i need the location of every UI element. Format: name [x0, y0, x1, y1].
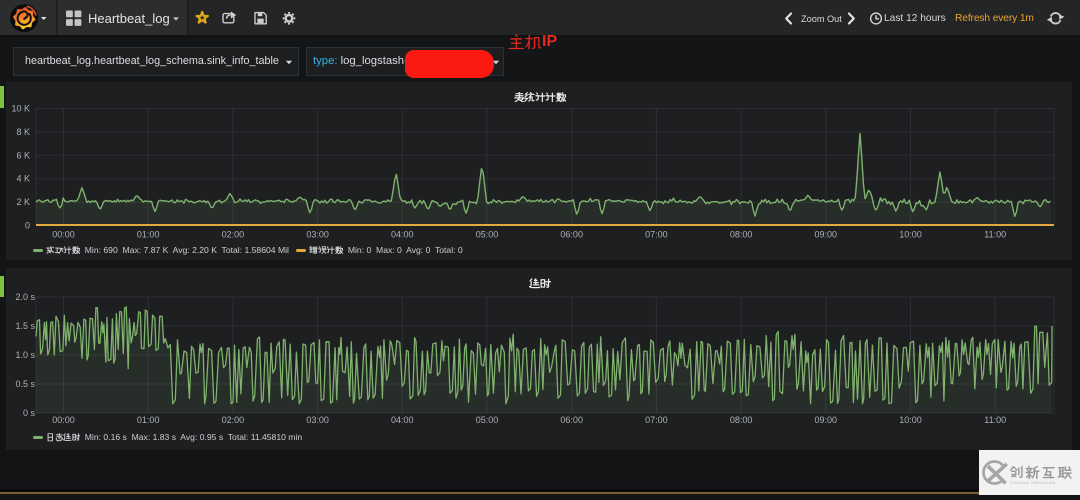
svg-text:1.0 s: 1.0 s [15, 350, 35, 360]
svg-text:4 K: 4 K [16, 174, 30, 184]
svg-text:07:00: 07:00 [645, 415, 668, 425]
svg-text:05:00: 05:00 [476, 230, 499, 240]
svg-text:04:00: 04:00 [391, 415, 414, 425]
svg-text:6 K: 6 K [16, 150, 30, 160]
svg-text:1.5 s: 1.5 s [15, 321, 35, 331]
svg-text:8 K: 8 K [16, 127, 30, 137]
svg-text:09:00: 09:00 [815, 415, 838, 425]
svg-text:10 K: 10 K [11, 104, 30, 114]
svg-text:04:00: 04:00 [391, 230, 414, 240]
svg-text:0.5 s: 0.5 s [15, 379, 35, 389]
svg-text:00:00: 00:00 [52, 230, 75, 240]
svg-text:08:00: 08:00 [730, 415, 753, 425]
svg-text:02:00: 02:00 [222, 415, 245, 425]
svg-text:00:00: 00:00 [52, 415, 75, 425]
svg-text:09:00: 09:00 [815, 230, 838, 240]
svg-text:10:00: 10:00 [899, 415, 922, 425]
svg-text:0 s: 0 s [23, 408, 36, 418]
svg-text:07:00: 07:00 [645, 230, 668, 240]
svg-text:2 K: 2 K [16, 197, 30, 207]
svg-text:2.0 s: 2.0 s [15, 292, 35, 302]
svg-text:01:00: 01:00 [137, 415, 160, 425]
svg-text:11:00: 11:00 [984, 415, 1006, 425]
svg-text:05:00: 05:00 [476, 415, 499, 425]
svg-text:CHUANG XINHULIAN: CHUANG XINHULIAN [1010, 480, 1055, 485]
svg-text:01:00: 01:00 [137, 230, 160, 240]
svg-text:03:00: 03:00 [306, 415, 329, 425]
svg-text:06:00: 06:00 [560, 415, 583, 425]
svg-text:06:00: 06:00 [560, 230, 583, 240]
svg-text:02:00: 02:00 [222, 230, 245, 240]
svg-text:0: 0 [25, 221, 30, 231]
svg-text:10:00: 10:00 [899, 230, 922, 240]
svg-text:08:00: 08:00 [730, 230, 753, 240]
svg-text:11:00: 11:00 [984, 230, 1006, 240]
svg-text:03:00: 03:00 [306, 230, 329, 240]
